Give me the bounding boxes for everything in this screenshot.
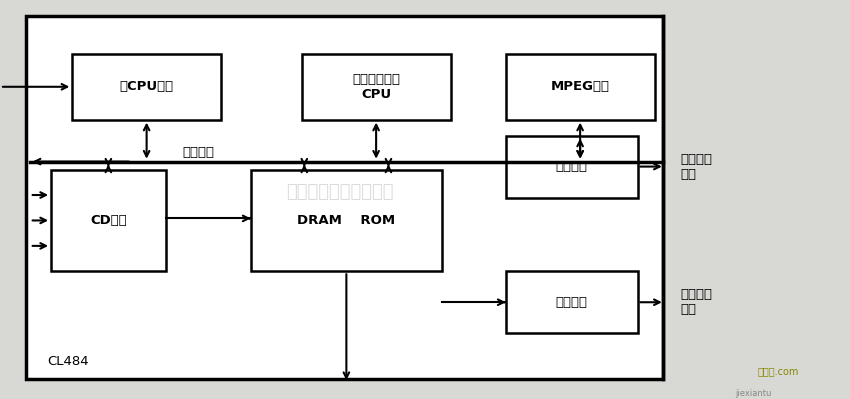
Bar [72,54,221,120]
Text: 接线图.com: 接线图.com [757,366,799,376]
Bar [302,54,450,120]
Text: 视频接口: 视频接口 [556,160,587,173]
Text: 音频接口: 音频接口 [556,296,587,309]
Text: CD接口: CD接口 [90,214,127,227]
Text: 数字视频
信号: 数字视频 信号 [680,153,712,181]
Bar [506,271,638,333]
Bar [251,170,442,271]
Text: 杭州将睿科技有限公司: 杭州将睿科技有限公司 [286,182,394,201]
Text: jiexiantu: jiexiantu [735,389,772,397]
Text: MPEG解压: MPEG解压 [551,80,609,93]
Bar [26,16,663,379]
Bar [506,54,654,120]
Bar [51,170,166,271]
Text: 数字音频
信号: 数字音频 信号 [680,288,712,316]
Bar [506,136,638,198]
Text: CL484: CL484 [47,355,88,367]
Text: 主CPU接口: 主CPU接口 [120,80,173,93]
Text: 内部精简指令
CPU: 内部精简指令 CPU [352,73,400,101]
Text: 内部总线: 内部总线 [183,146,215,159]
Text: DRAM    ROM: DRAM ROM [298,214,395,227]
